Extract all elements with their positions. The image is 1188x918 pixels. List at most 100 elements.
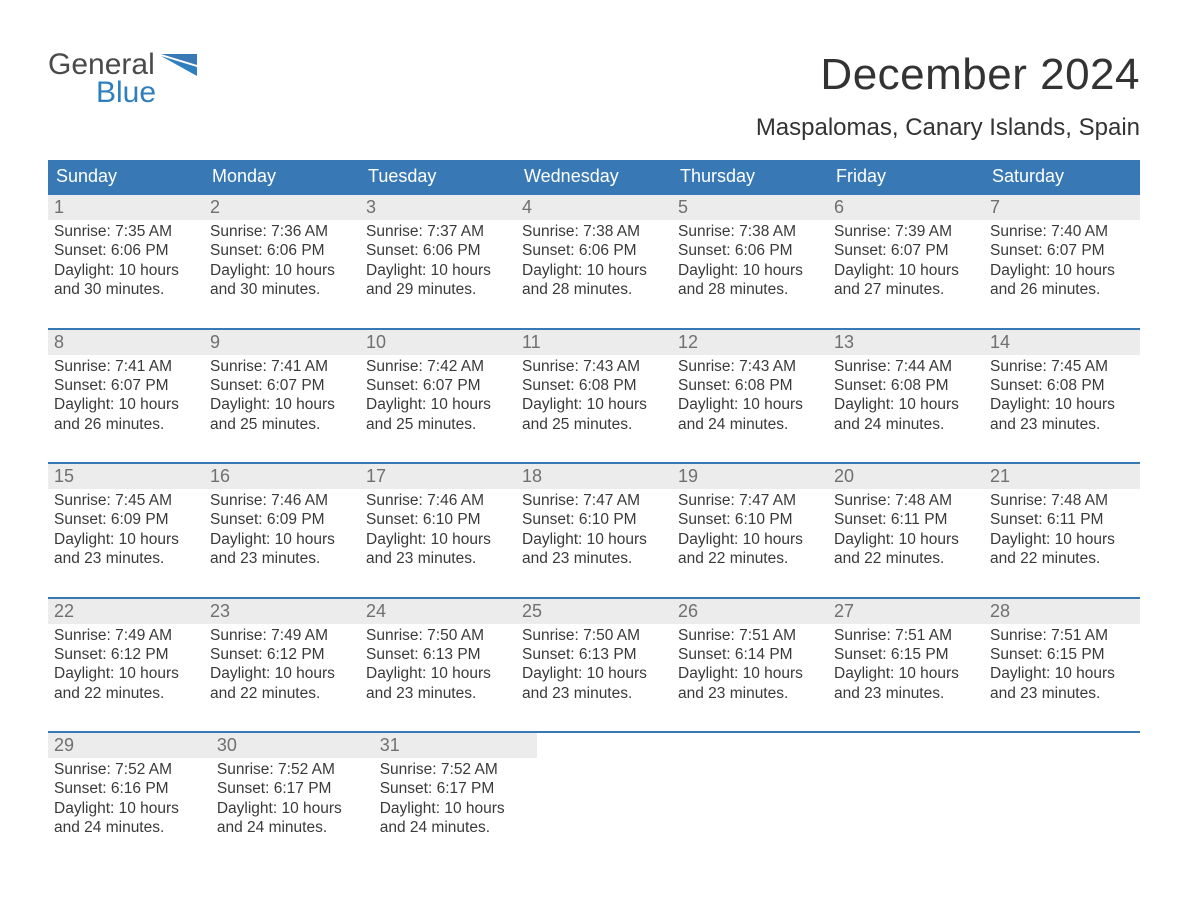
- day-number: 10: [366, 332, 386, 352]
- day-cell: 24Sunrise: 7:50 AMSunset: 6:13 PMDayligh…: [360, 599, 516, 708]
- week-row: 29Sunrise: 7:52 AMSunset: 6:16 PMDayligh…: [48, 731, 1140, 842]
- sunset-line: Sunset: 6:07 PM: [210, 376, 354, 395]
- day-number: 23: [210, 601, 230, 621]
- empty-cell: [687, 733, 838, 842]
- sunset-line: Sunset: 6:11 PM: [990, 510, 1134, 529]
- day-number-row: 16: [204, 464, 360, 489]
- daylight-line: Daylight: 10 hours and 23 minutes.: [834, 664, 978, 703]
- sunset-line: Sunset: 6:17 PM: [217, 779, 368, 798]
- week-row: 22Sunrise: 7:49 AMSunset: 6:12 PMDayligh…: [48, 597, 1140, 708]
- day-number: 19: [678, 466, 698, 486]
- sunset-line: Sunset: 6:06 PM: [210, 241, 354, 260]
- day-cell: 14Sunrise: 7:45 AMSunset: 6:08 PMDayligh…: [984, 330, 1140, 439]
- day-cell: 12Sunrise: 7:43 AMSunset: 6:08 PMDayligh…: [672, 330, 828, 439]
- daylight-line: Daylight: 10 hours and 23 minutes.: [990, 664, 1134, 703]
- week-row: 1Sunrise: 7:35 AMSunset: 6:06 PMDaylight…: [48, 193, 1140, 304]
- day-number-row: 14: [984, 330, 1140, 355]
- sunrise-line: Sunrise: 7:47 AM: [522, 491, 666, 510]
- sunset-line: Sunset: 6:06 PM: [366, 241, 510, 260]
- daylight-line: Daylight: 10 hours and 28 minutes.: [678, 261, 822, 300]
- day-number: 8: [54, 332, 64, 352]
- daylight-line: Daylight: 10 hours and 30 minutes.: [210, 261, 354, 300]
- sunrise-line: Sunrise: 7:44 AM: [834, 357, 978, 376]
- daylight-line: Daylight: 10 hours and 23 minutes.: [990, 395, 1134, 434]
- sunrise-line: Sunrise: 7:45 AM: [54, 491, 198, 510]
- day-number-row: 10: [360, 330, 516, 355]
- logo-text-block: General Blue: [48, 50, 197, 108]
- day-cell: 26Sunrise: 7:51 AMSunset: 6:14 PMDayligh…: [672, 599, 828, 708]
- day-cell: 22Sunrise: 7:49 AMSunset: 6:12 PMDayligh…: [48, 599, 204, 708]
- day-number-row: 1: [48, 195, 204, 220]
- day-number: 4: [522, 197, 532, 217]
- sunrise-line: Sunrise: 7:50 AM: [366, 626, 510, 645]
- daylight-line: Daylight: 10 hours and 24 minutes.: [834, 395, 978, 434]
- daylight-line: Daylight: 10 hours and 23 minutes.: [210, 530, 354, 569]
- daylight-line: Daylight: 10 hours and 22 minutes.: [834, 530, 978, 569]
- daylight-line: Daylight: 10 hours and 25 minutes.: [522, 395, 666, 434]
- daylight-line: Daylight: 10 hours and 22 minutes.: [210, 664, 354, 703]
- day-cell: 11Sunrise: 7:43 AMSunset: 6:08 PMDayligh…: [516, 330, 672, 439]
- day-number: 5: [678, 197, 688, 217]
- day-number: 30: [217, 735, 237, 755]
- empty-cell: [989, 733, 1140, 842]
- day-number-row: 29: [48, 733, 211, 758]
- day-cell: 10Sunrise: 7:42 AMSunset: 6:07 PMDayligh…: [360, 330, 516, 439]
- sunrise-line: Sunrise: 7:49 AM: [54, 626, 198, 645]
- day-number: 14: [990, 332, 1010, 352]
- sunrise-line: Sunrise: 7:48 AM: [990, 491, 1134, 510]
- weekday-monday: Monday: [204, 160, 360, 193]
- day-cell: 23 Sunrise: 7:49 AMSunset: 6:12 PMDayligh…: [204, 599, 360, 708]
- weekday-tuesday: Tuesday: [360, 160, 516, 193]
- day-cell: 13Sunrise: 7:44 AMSunset: 6:08 PMDayligh…: [828, 330, 984, 439]
- day-cell: 18Sunrise: 7:47 AMSunset: 6:10 PMDayligh…: [516, 464, 672, 573]
- day-number-row: 11: [516, 330, 672, 355]
- day-number: 3: [366, 197, 376, 217]
- sunrise-line: Sunrise: 7:46 AM: [366, 491, 510, 510]
- day-cell: 31Sunrise: 7:52 AMSunset: 6:17 PMDayligh…: [374, 733, 537, 842]
- day-number-row: 28: [984, 599, 1140, 624]
- calendar: SundayMondayTuesdayWednesdayThursdayFrid…: [48, 160, 1140, 842]
- sunset-line: Sunset: 6:07 PM: [54, 376, 198, 395]
- day-number-row: 19: [672, 464, 828, 489]
- sunset-line: Sunset: 6:06 PM: [54, 241, 198, 260]
- day-number-row: 18: [516, 464, 672, 489]
- day-cell: 5Sunrise: 7:38 AMSunset: 6:06 PMDaylight…: [672, 195, 828, 304]
- daylight-line: Daylight: 10 hours and 22 minutes.: [990, 530, 1134, 569]
- day-number-row: 24: [360, 599, 516, 624]
- day-number: 12: [678, 332, 698, 352]
- weekday-saturday: Saturday: [984, 160, 1140, 193]
- daylight-line: Daylight: 10 hours and 30 minutes.: [54, 261, 198, 300]
- day-number-row: 4: [516, 195, 672, 220]
- day-number-row: 13: [828, 330, 984, 355]
- day-number-row: 9: [204, 330, 360, 355]
- sunrise-line: Sunrise: 7:49 AM: [210, 626, 354, 645]
- sunset-line: Sunset: 6:07 PM: [366, 376, 510, 395]
- sunset-line: Sunset: 6:15 PM: [990, 645, 1134, 664]
- sunset-line: Sunset: 6:12 PM: [210, 645, 354, 664]
- day-number-row: 23: [204, 599, 360, 624]
- sunrise-line: Sunrise: 7:41 AM: [210, 357, 354, 376]
- day-number: 31: [380, 735, 400, 755]
- empty-cell: [838, 733, 989, 842]
- weekday-wednesday: Wednesday: [516, 160, 672, 193]
- daylight-line: Daylight: 10 hours and 28 minutes.: [522, 261, 666, 300]
- daylight-line: Daylight: 10 hours and 24 minutes.: [678, 395, 822, 434]
- sunset-line: Sunset: 6:17 PM: [380, 779, 531, 798]
- daylight-line: Daylight: 10 hours and 23 minutes.: [522, 664, 666, 703]
- day-number: 17: [366, 466, 386, 486]
- day-number: 25: [522, 601, 542, 621]
- day-number-row: 25: [516, 599, 672, 624]
- day-cell: 19Sunrise: 7:47 AMSunset: 6:10 PMDayligh…: [672, 464, 828, 573]
- sunrise-line: Sunrise: 7:52 AM: [380, 760, 531, 779]
- day-cell: 2Sunrise: 7:36 AMSunset: 6:06 PMDaylight…: [204, 195, 360, 304]
- sunrise-line: Sunrise: 7:52 AM: [217, 760, 368, 779]
- sunrise-line: Sunrise: 7:52 AM: [54, 760, 205, 779]
- sunrise-line: Sunrise: 7:46 AM: [210, 491, 354, 510]
- sunset-line: Sunset: 6:12 PM: [54, 645, 198, 664]
- sunset-line: Sunset: 6:08 PM: [990, 376, 1134, 395]
- day-number-row: 6: [828, 195, 984, 220]
- daylight-line: Daylight: 10 hours and 26 minutes.: [54, 395, 198, 434]
- day-number-row: 7: [984, 195, 1140, 220]
- sunrise-line: Sunrise: 7:35 AM: [54, 222, 198, 241]
- weekday-sunday: Sunday: [48, 160, 204, 193]
